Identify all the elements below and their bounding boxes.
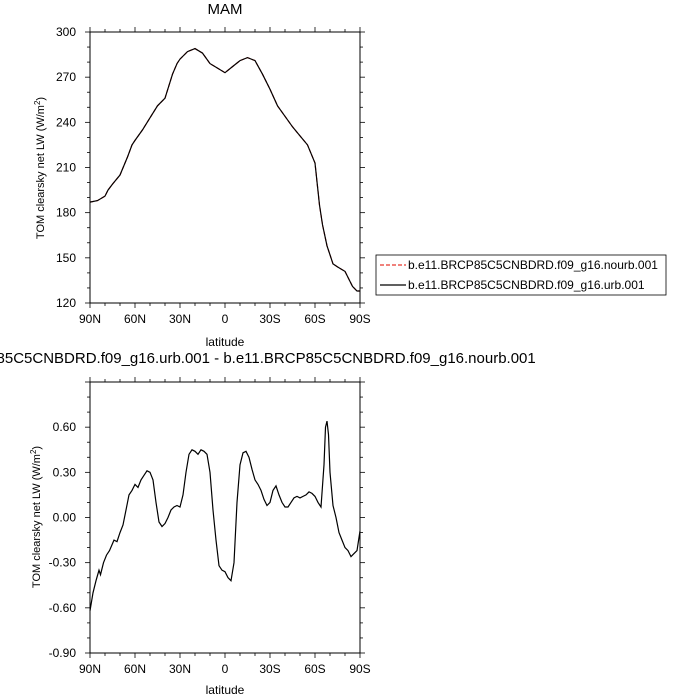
top-x-tick-label: 30S: [259, 312, 280, 326]
bottom-plot-frame: [89, 381, 361, 654]
top-y-tick-label: 150: [56, 251, 76, 265]
bottom-x-tick-label: 60N: [124, 662, 146, 676]
legend: b.e11.BRCP85C5CNBDRD.f09_g16.nourb.001 b…: [375, 254, 667, 296]
top-y-tick-label: 120: [56, 296, 76, 310]
top-x-tick-label: 60S: [304, 312, 325, 326]
bottom-x-tick-label: 0: [222, 662, 229, 676]
top-x-tick-label: 0: [222, 312, 229, 326]
legend-box: [375, 254, 667, 296]
bottom-x-tick-label: 30N: [169, 662, 191, 676]
bottom-y-tick-label: 0.60: [53, 420, 77, 434]
bottom-x-axis-label: latitude: [206, 683, 245, 697]
bottom-y-tick-label: 0.00: [53, 511, 77, 525]
top-y-tick-label: 180: [56, 206, 76, 220]
bottom-y-axis-label-main: TOM clearsky net LW (W/m: [31, 454, 43, 588]
bottom-y-tick-label: -0.90: [49, 646, 77, 660]
bottom-y-axis-label-end: ): [31, 446, 43, 450]
top-x-tick-label: 90N: [79, 312, 101, 326]
bottom-y-tick-label: 0.30: [53, 465, 77, 479]
top-x-tick-label: 30N: [169, 312, 191, 326]
top-y-axis-label: TOM clearsky net LW (W/m2): [33, 97, 48, 239]
top-y-tick-label: 240: [56, 115, 76, 129]
bottom-x-tick-label: 60S: [304, 662, 325, 676]
top-chart-title: MAM: [208, 1, 243, 18]
bottom-y-axis-label: TOM clearsky net LW (W/m2): [29, 446, 44, 588]
bottom-panel: b.e11.BRCP85C5CNBDRD.f09_g16.urb.001 - b…: [0, 350, 536, 697]
top-y-axis-label-end: ): [35, 97, 47, 101]
top-x-tick-label: 60N: [124, 312, 146, 326]
legend-label-nourb: b.e11.BRCP85C5CNBDRD.f09_g16.nourb.001: [408, 258, 658, 272]
top-panel: MAM 90N 60N 30N 0 30S 60S 90S 120 150 180 210 240 27…: [33, 1, 371, 349]
top-series-line-1: [89, 47, 360, 292]
bottom-y-tick-label: -0.30: [49, 556, 77, 570]
bottom-series-line-0: [89, 420, 361, 611]
top-y-tick-label: 210: [56, 161, 76, 175]
top-y-tick-label: 300: [56, 25, 76, 39]
top-x-axis-label: latitude: [206, 335, 245, 349]
bottom-x-tick-label: 90N: [79, 662, 101, 676]
top-y-axis-label-sup: 2: [33, 100, 42, 105]
top-x-tick-label: 90S: [349, 312, 370, 326]
bottom-x-tick-label: 30S: [259, 662, 280, 676]
top-series-line-0: [89, 47, 360, 292]
bottom-x-tick-label: 90S: [349, 662, 370, 676]
top-y-axis-label-main: TOM clearsky net LW (W/m: [35, 105, 47, 239]
bottom-y-axis-label-sup: 2: [29, 449, 38, 454]
bottom-y-tick-label: -0.60: [49, 601, 77, 615]
bottom-plot-area: 90N 60N 30N 0 30S 60S 90S -0.90 -0.60 -0.30 0.00 0.…: [49, 377, 371, 676]
bottom-chart-title: b.e11.BRCP85C5CNBDRD.f09_g16.urb.001 - b…: [0, 350, 536, 367]
top-y-tick-label: 270: [56, 70, 76, 84]
legend-label-urb: b.e11.BRCP85C5CNBDRD.f09_g16.urb.001: [408, 278, 645, 292]
top-plot-area: 90N 60N 30N 0 30S 60S 90S 120 150 180 210 240 270 300: [56, 25, 371, 326]
